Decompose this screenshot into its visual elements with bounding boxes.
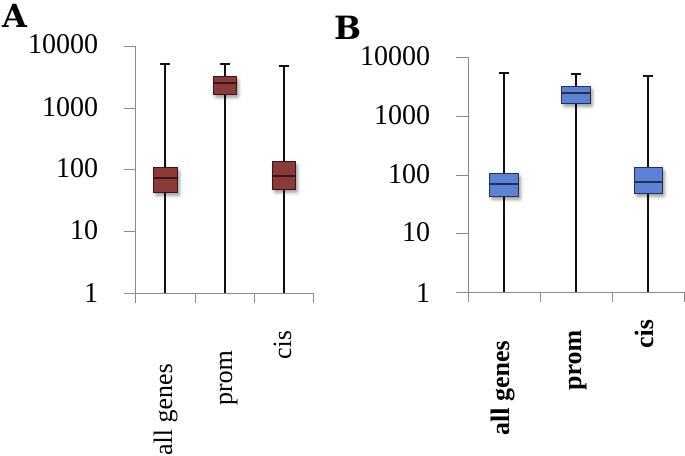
whisker-cap [571,73,581,75]
y-tick [456,175,468,176]
median-line [561,92,591,94]
x-category-label: all genes [486,340,515,435]
x-tick [195,293,196,303]
whisker-cap [643,75,653,77]
ytick-label: 100 [56,153,98,184]
x-tick [135,293,136,303]
whisker-cap [160,63,170,65]
box [489,173,519,197]
median-line [213,82,237,84]
ytick-label: 10 [402,217,430,248]
median-line [272,175,296,177]
whisker-cap [279,65,289,67]
x-tick [254,293,255,303]
panel-b-letter: B [334,9,362,47]
median-line [489,183,519,185]
whisker-cap [499,72,509,74]
x-tick [612,292,613,302]
y-tick [456,116,468,117]
y-tick [124,108,135,109]
x-category-label: cis [630,319,659,348]
x-tick [313,293,314,303]
x-category-label: prom [558,329,587,390]
ytick-label: 1 [416,278,430,309]
median-line [153,177,178,179]
y-tick [456,57,468,58]
ytick-label: 1 [84,278,98,309]
ytick-label: 100 [388,159,430,190]
y-axis [135,46,136,294]
y-tick [124,231,135,232]
panel-a: A 10000 1000 100 10 1 all genes prom cis [0,0,330,456]
y-axis [468,57,469,294]
ytick-label: 10000 [360,41,430,72]
ytick-label: 1000 [374,100,430,131]
ytick-label: 10 [70,215,98,246]
median-line [634,181,663,183]
box [561,86,591,104]
x-axis [456,292,685,293]
x-axis [124,293,314,294]
panel-a-letter: A [2,0,27,35]
y-tick [124,46,135,47]
box [153,167,178,193]
x-tick [540,292,541,302]
ytick-label: 10000 [28,29,98,60]
box [213,76,237,95]
box [634,167,663,194]
x-tick [468,292,469,302]
ytick-label: 1000 [42,92,98,123]
whisker [224,64,226,293]
y-tick [456,233,468,234]
y-tick [124,169,135,170]
whisker-cap [220,63,230,65]
whisker [575,74,577,292]
